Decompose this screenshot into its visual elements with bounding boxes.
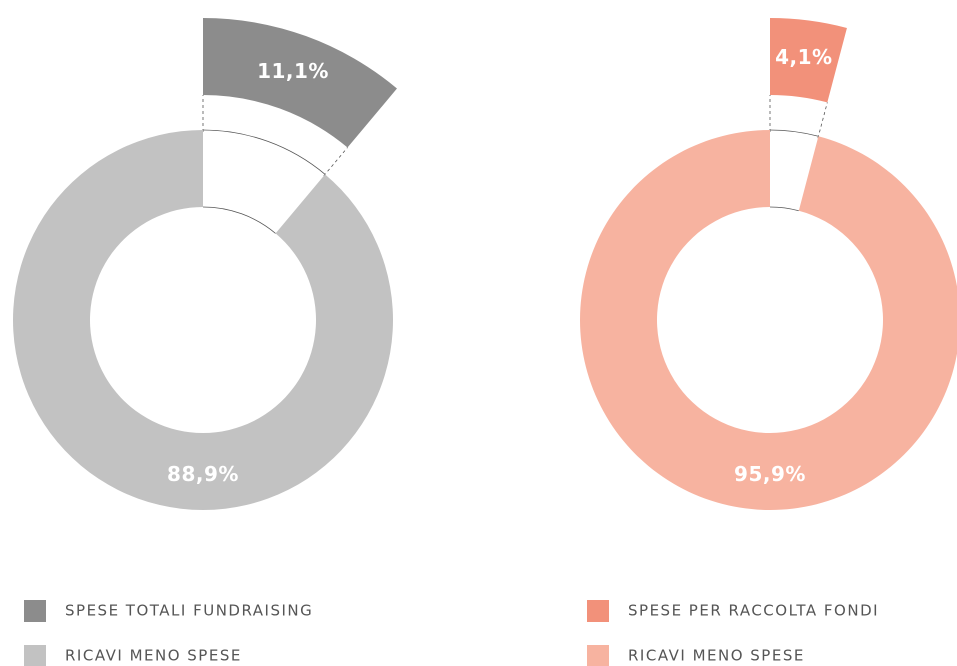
gap-arc: [202, 206, 276, 234]
legend-label: SPESE TOTALI FUNDRAISING: [65, 602, 313, 620]
gap-arc: [202, 129, 326, 175]
legend-swatch: [24, 600, 46, 622]
legend-label: SPESE PER RACCOLTA FONDI: [628, 602, 879, 620]
value-label: 4,1%: [775, 45, 832, 69]
dashed-leader: [323, 147, 348, 177]
legend-label: RICAVI MENO SPESE: [65, 647, 242, 665]
gap-arc: [769, 129, 819, 137]
value-label: 11,1%: [257, 59, 329, 83]
legend-label: RICAVI MENO SPESE: [628, 647, 805, 665]
value-label: 95,9%: [734, 462, 806, 486]
donut-slice: [13, 130, 393, 510]
legend-swatch: [587, 645, 609, 666]
dashed-leader: [817, 102, 828, 139]
donut-slice: [580, 130, 957, 510]
legend-swatch: [587, 600, 609, 622]
value-label: 88,9%: [167, 462, 239, 486]
legend-swatch: [24, 645, 46, 666]
gap-arc: [769, 206, 799, 212]
donut-slice: [203, 18, 397, 148]
donut-slice: [770, 18, 847, 103]
